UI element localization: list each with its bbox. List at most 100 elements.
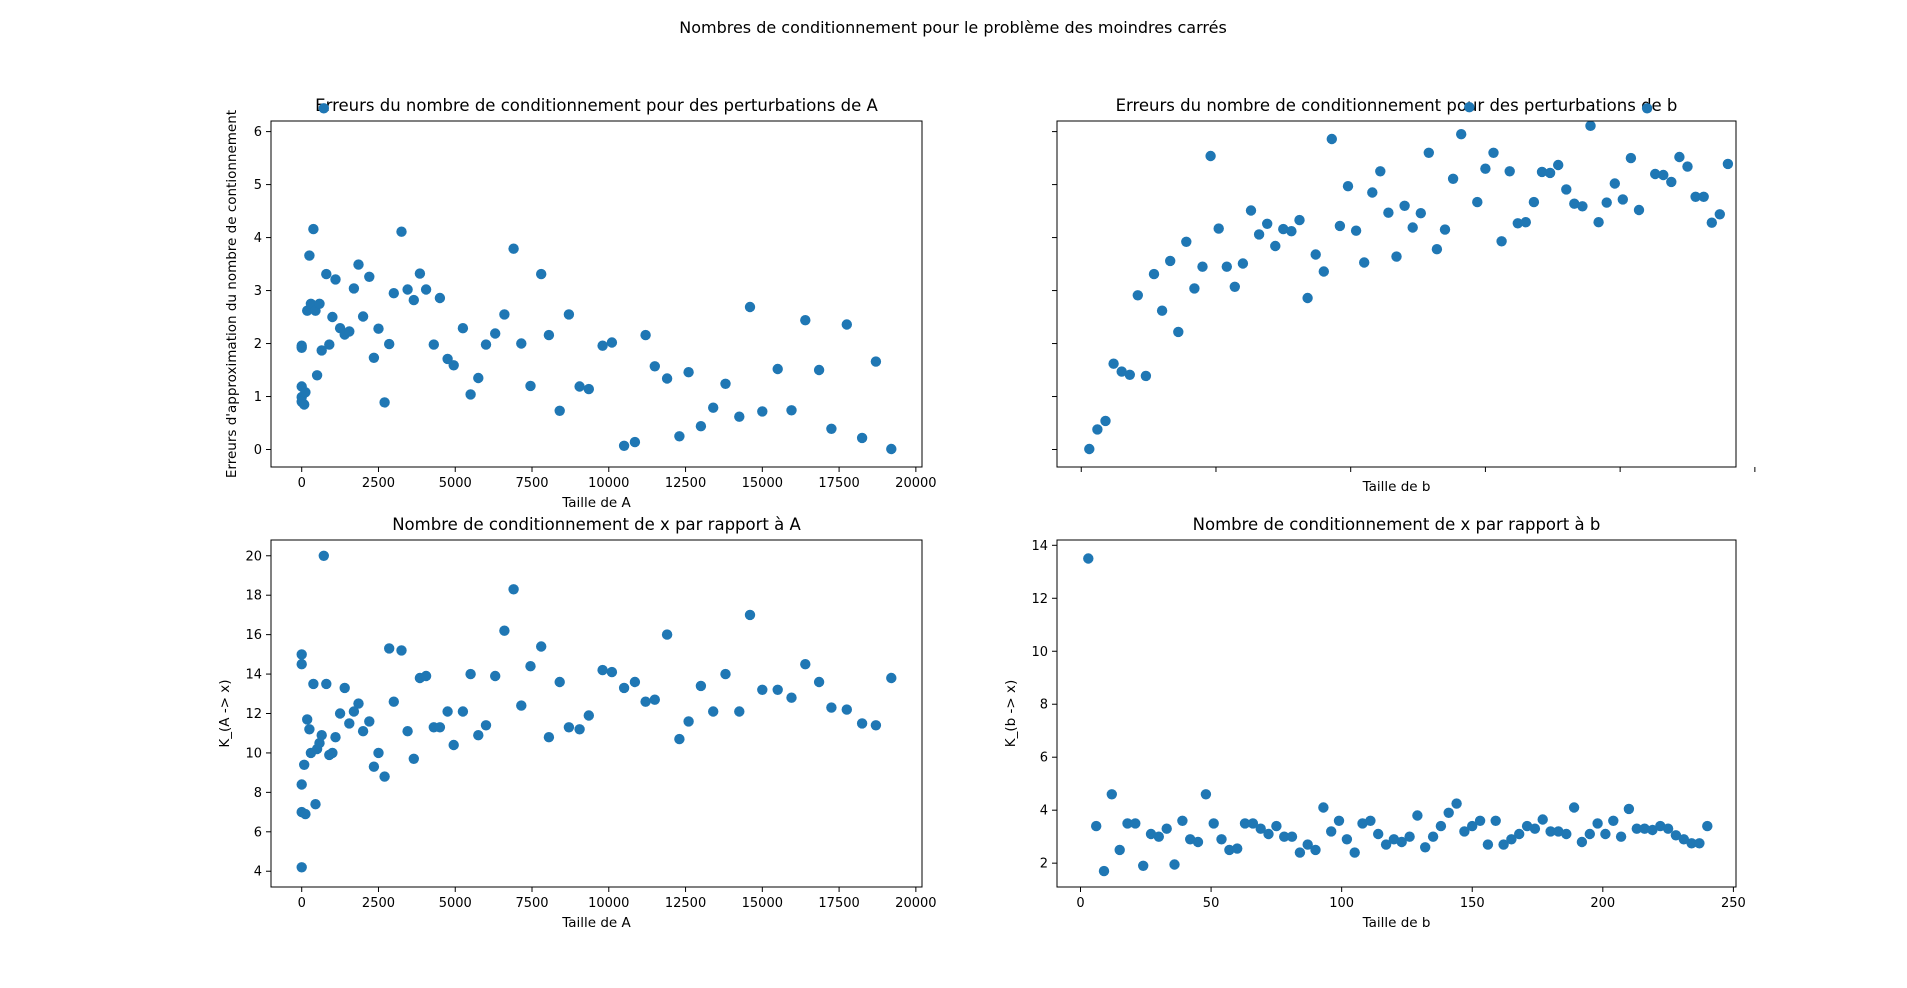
y-axis-label: K_(b -> x) <box>1003 680 1019 747</box>
data-point <box>296 649 307 660</box>
data-point <box>1456 129 1467 140</box>
data-point <box>296 779 307 790</box>
data-point <box>1615 831 1627 842</box>
axes-frame <box>1056 539 1737 888</box>
data-point <box>1205 150 1216 162</box>
data-point <box>1140 370 1152 382</box>
data-point <box>379 397 390 408</box>
data-point <box>1407 222 1418 233</box>
data-point <box>1576 836 1588 848</box>
data-point <box>1623 803 1635 815</box>
subplot-title: Erreurs du nombre de conditionnement pou… <box>315 96 878 115</box>
data-point <box>448 360 459 371</box>
data-point <box>800 315 811 326</box>
data-point <box>1585 120 1596 131</box>
data-point <box>583 710 594 721</box>
y-axis-label: Erreurs d'approximation du nombre de con… <box>224 110 240 478</box>
data-point <box>1420 842 1431 853</box>
data-points <box>296 550 897 873</box>
data-point <box>1200 789 1212 800</box>
data-point <box>1091 820 1102 832</box>
data-point <box>1647 824 1658 836</box>
data-point <box>314 298 325 309</box>
data-point <box>457 706 469 717</box>
data-point <box>1177 815 1188 826</box>
data-point <box>1197 261 1208 272</box>
data-point <box>1279 831 1290 842</box>
x-axis-label: Taille de b <box>1362 479 1431 495</box>
data-point <box>1224 844 1235 856</box>
data-point <box>1310 844 1321 856</box>
data-point <box>1592 818 1603 829</box>
data-point <box>1694 838 1705 849</box>
data-point <box>1263 828 1274 840</box>
subplot-1: Erreurs du nombre de conditionnement pou… <box>224 96 937 511</box>
data-point <box>499 625 510 636</box>
data-point <box>428 339 439 350</box>
y-tick-label: 0 <box>254 443 262 458</box>
data-point <box>554 676 565 688</box>
data-point <box>1326 826 1337 837</box>
data-point <box>300 808 311 820</box>
data-point <box>856 718 868 729</box>
data-point <box>334 708 346 719</box>
data-point <box>1650 168 1661 180</box>
data-point <box>388 696 399 707</box>
data-point <box>1278 223 1289 235</box>
data-point <box>695 680 707 692</box>
y-tick-label: 10 <box>245 746 262 761</box>
y-tick-label: 4 <box>1040 804 1048 819</box>
x-tick-label: 100 <box>1329 896 1354 911</box>
data-point <box>296 342 307 353</box>
x-tick-label: 2500 <box>362 896 395 911</box>
x-tick-label: 12500 <box>665 896 706 911</box>
data-point <box>368 761 380 772</box>
data-point <box>1569 198 1580 209</box>
data-point <box>1114 844 1125 856</box>
data-point <box>457 323 469 334</box>
data-point <box>1365 815 1376 826</box>
y-axis-label: K_(A -> x) <box>217 679 233 747</box>
data-point <box>1359 257 1370 268</box>
subplot-3: Nombre de conditionnement de x par rappo… <box>217 515 937 931</box>
subplot-4: Nombre de conditionnement de x par rappo… <box>1003 515 1746 931</box>
data-point <box>543 732 555 743</box>
data-point <box>870 720 882 731</box>
data-point <box>841 704 852 715</box>
data-point <box>1334 220 1346 232</box>
data-point <box>1415 208 1427 219</box>
data-point <box>772 684 783 695</box>
data-point <box>536 268 547 280</box>
data-point <box>1537 814 1548 825</box>
data-point <box>414 268 426 279</box>
data-point <box>1084 443 1095 455</box>
data-point <box>1467 820 1478 832</box>
data-point <box>304 250 315 261</box>
data-point <box>316 345 327 356</box>
x-tick-label: 15000 <box>742 476 783 491</box>
data-point <box>1173 326 1184 338</box>
data-point <box>536 641 547 652</box>
data-point <box>1553 826 1564 837</box>
data-point <box>1682 161 1693 172</box>
data-point <box>344 718 355 729</box>
y-tick-label: 1 <box>254 390 262 405</box>
y-tick-label: 5 <box>254 178 262 193</box>
data-point <box>434 292 446 304</box>
data-point <box>1670 830 1682 841</box>
data-point <box>1561 828 1572 840</box>
data-point <box>396 226 407 237</box>
data-point <box>1106 789 1118 800</box>
data-point <box>1383 207 1394 218</box>
data-point <box>1341 834 1353 845</box>
data-point <box>574 381 585 392</box>
data-point <box>327 311 338 323</box>
data-point <box>302 714 313 725</box>
data-point <box>296 659 307 670</box>
data-point <box>357 726 369 737</box>
data-point <box>480 339 492 350</box>
data-point <box>1641 103 1653 114</box>
data-point <box>649 361 660 372</box>
y-tick-label: 3 <box>254 284 262 299</box>
data-point <box>1245 205 1257 216</box>
